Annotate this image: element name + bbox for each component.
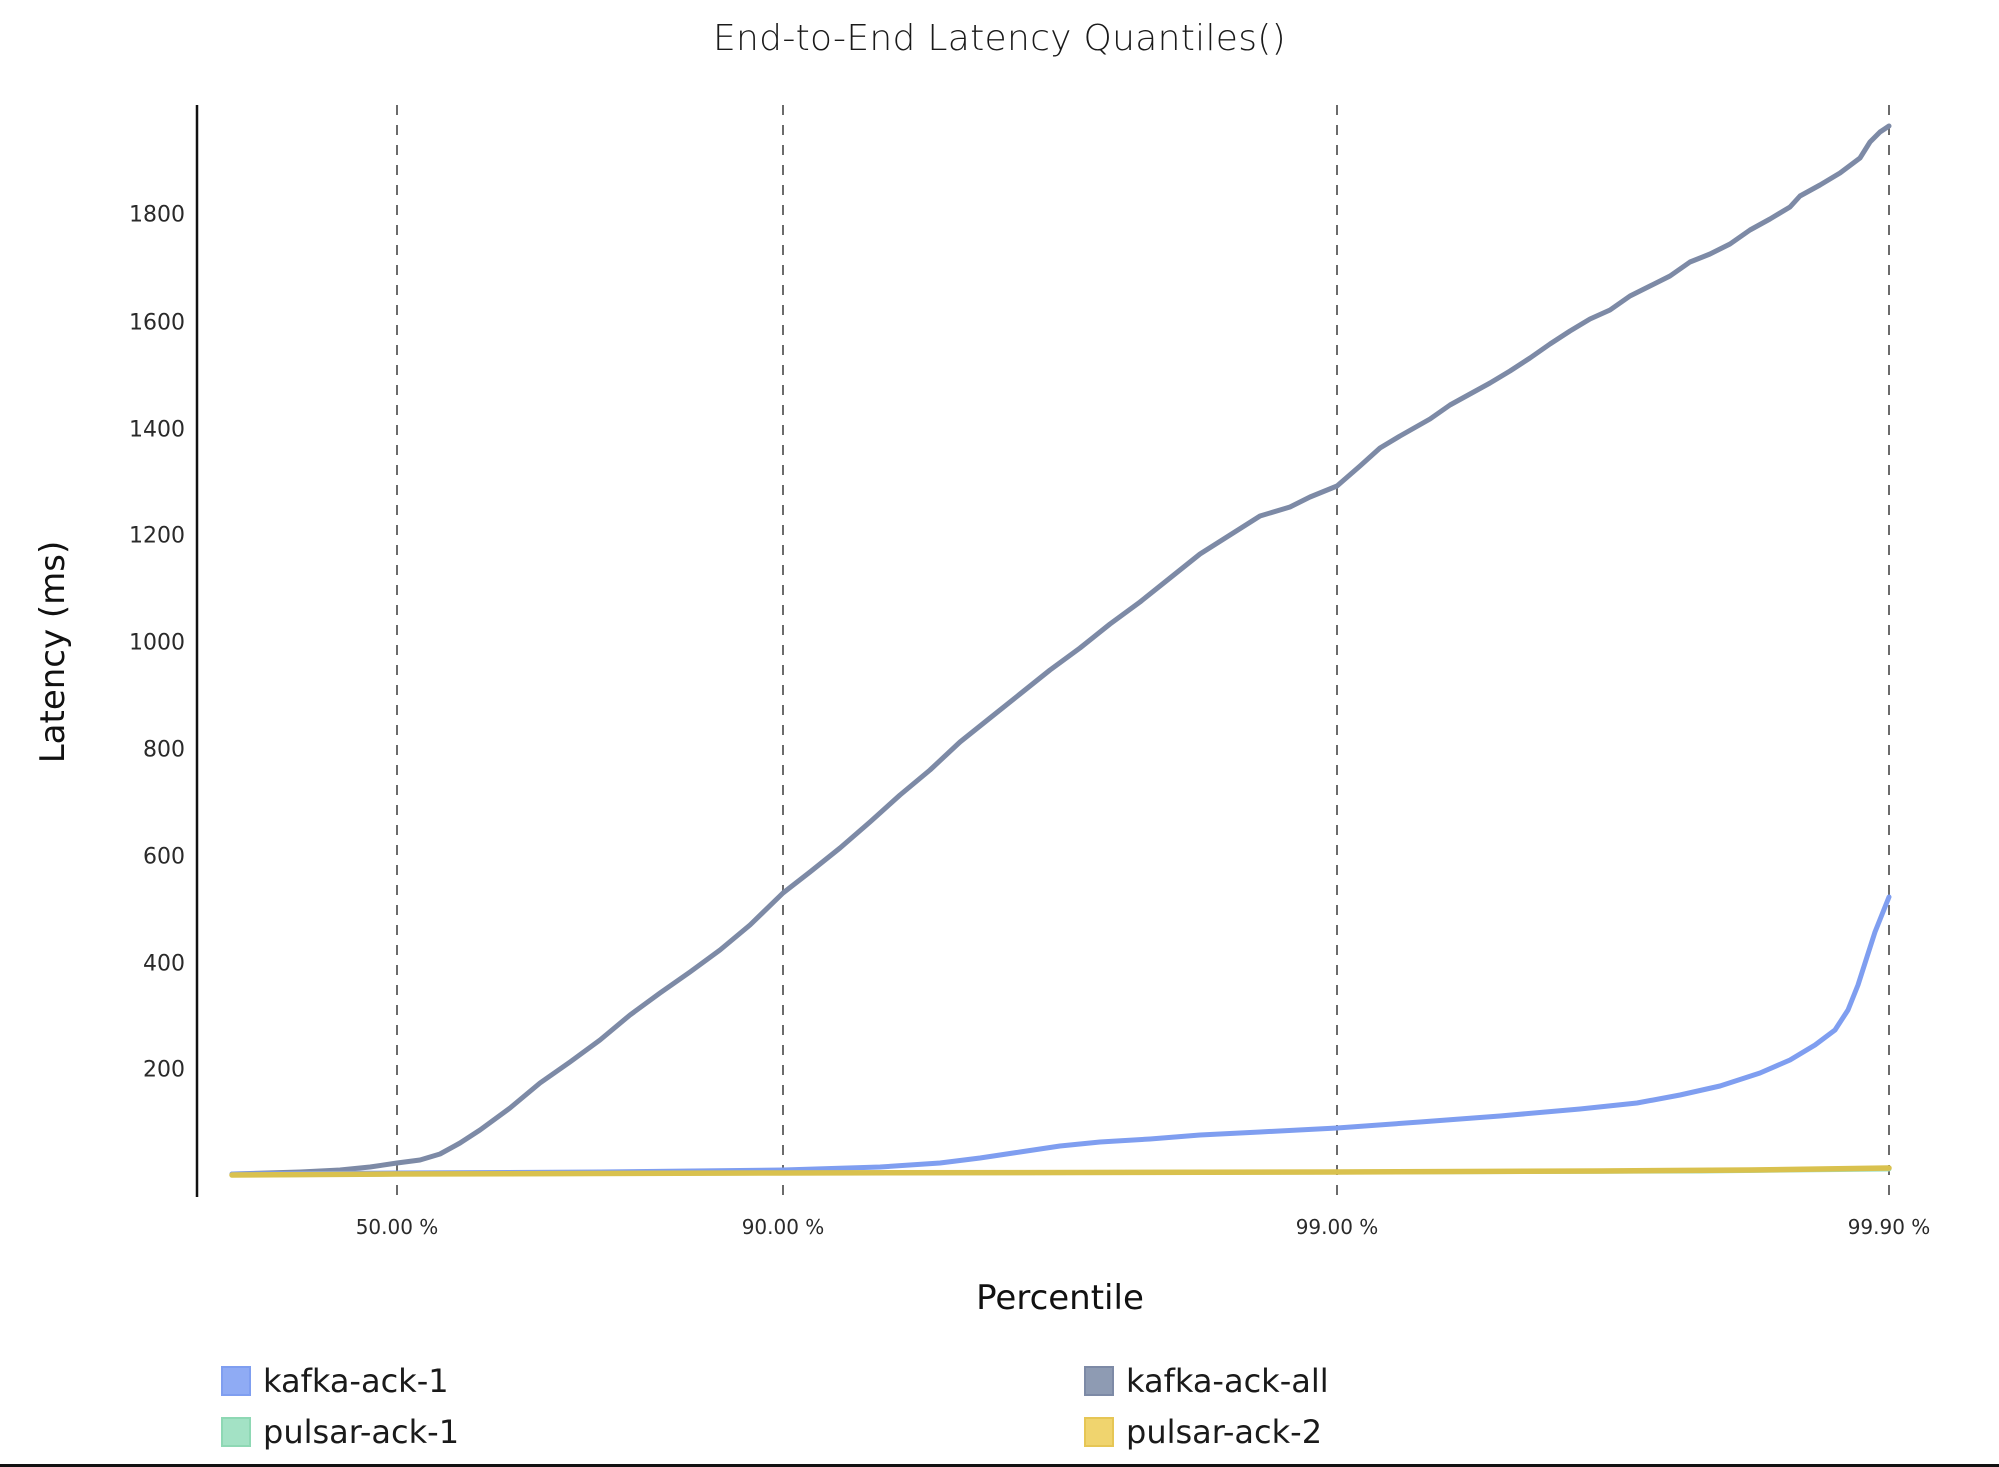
x-tick-label: 99.90 % — [1847, 1215, 1931, 1239]
x-tick-label: 50.00 % — [355, 1215, 439, 1239]
y-tick-label: 1000 — [129, 630, 185, 656]
y-tick-label: 1800 — [129, 202, 185, 228]
y-tick-label: 1200 — [129, 523, 185, 549]
y-tick-label: 200 — [143, 1057, 185, 1083]
legend-item-kafka-ack-1[interactable]: kafka-ack-1 — [221, 1362, 449, 1400]
x-tick-label: 90.00 % — [741, 1215, 825, 1239]
bottom-border — [0, 1464, 1999, 1467]
legend-label: kafka-ack-1 — [263, 1362, 449, 1400]
series-line-pulsar-ack-2 — [229, 1165, 1892, 1178]
legend-label: pulsar-ack-1 — [263, 1413, 460, 1451]
y-tick-label: 800 — [143, 737, 185, 763]
legend-item-pulsar-ack-1[interactable]: pulsar-ack-1 — [221, 1413, 459, 1451]
y-tick-label: 1400 — [129, 417, 185, 443]
x-axis-title: Percentile — [976, 1278, 1144, 1318]
legend-label: kafka-ack-all — [1126, 1362, 1329, 1400]
legend-item-kafka-ack-all[interactable]: kafka-ack-all — [1084, 1362, 1329, 1400]
legend-swatch — [221, 1366, 251, 1396]
legend-swatch — [221, 1417, 251, 1447]
legend-swatch — [1084, 1417, 1114, 1447]
legend-label: pulsar-ack-2 — [1126, 1413, 1323, 1451]
gridlines — [396, 105, 1890, 1200]
legend-swatch — [1084, 1366, 1114, 1396]
legend-item-pulsar-ack-2[interactable]: pulsar-ack-2 — [1084, 1413, 1322, 1451]
series-line-kafka-ack-all — [229, 123, 1892, 1177]
y-tick-label: 400 — [143, 951, 185, 977]
series-line-kafka-ack-1 — [229, 894, 1892, 1177]
x-tick-label: 99.00 % — [1295, 1215, 1379, 1239]
chart-title: End-to-End Latency Quantiles() — [713, 18, 1286, 59]
y-tick-label: 600 — [143, 844, 185, 870]
y-tick-label: 1600 — [129, 310, 185, 336]
